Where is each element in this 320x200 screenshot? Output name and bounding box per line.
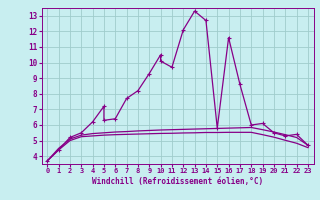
X-axis label: Windchill (Refroidissement éolien,°C): Windchill (Refroidissement éolien,°C) [92,177,263,186]
